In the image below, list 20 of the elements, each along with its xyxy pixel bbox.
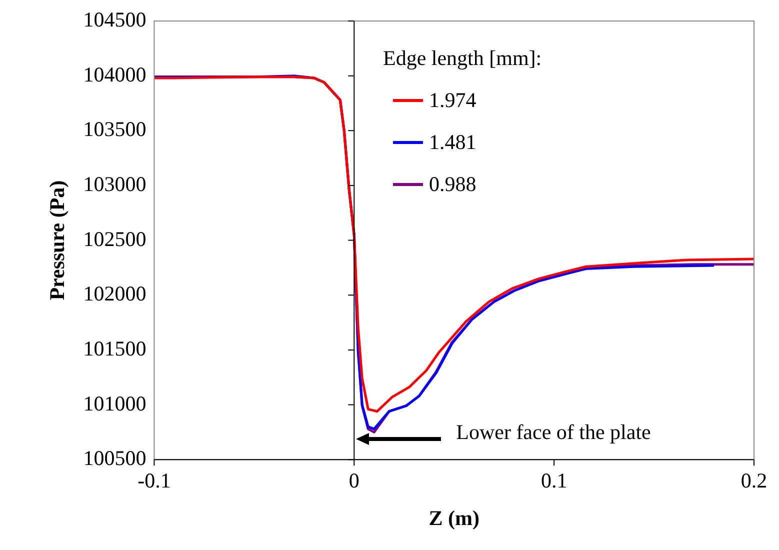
legend-title: Edge length [mm]: <box>383 46 542 71</box>
x-tick-label: -0.1 <box>138 468 171 493</box>
x-tick-label: 0.2 <box>740 468 768 493</box>
legend-label: 0.988 <box>429 172 476 196</box>
y-tick-label: 103500 <box>83 117 146 142</box>
y-tick-label: 102500 <box>83 226 146 251</box>
y-tick-label: 100500 <box>83 446 146 470</box>
y-axis-title: Pressure (Pa) <box>45 180 70 300</box>
legend-label: 1.974 <box>429 88 476 112</box>
y-tick-label: 104500 <box>83 8 146 32</box>
annotation: Lower face of the plate <box>456 420 651 444</box>
x-tick-label: 0 <box>348 468 360 493</box>
x-tick-label: 0.1 <box>540 468 568 493</box>
y-tick-label: 101000 <box>83 391 146 416</box>
x-axis-title: Z (m) <box>428 506 480 530</box>
y-tick-label: 102000 <box>83 282 146 306</box>
legend-label: 1.481 <box>429 130 476 154</box>
y-tick-label: 101500 <box>83 336 146 360</box>
y-tick-label: 104000 <box>83 62 146 86</box>
y-tick-label: 103000 <box>83 172 146 196</box>
